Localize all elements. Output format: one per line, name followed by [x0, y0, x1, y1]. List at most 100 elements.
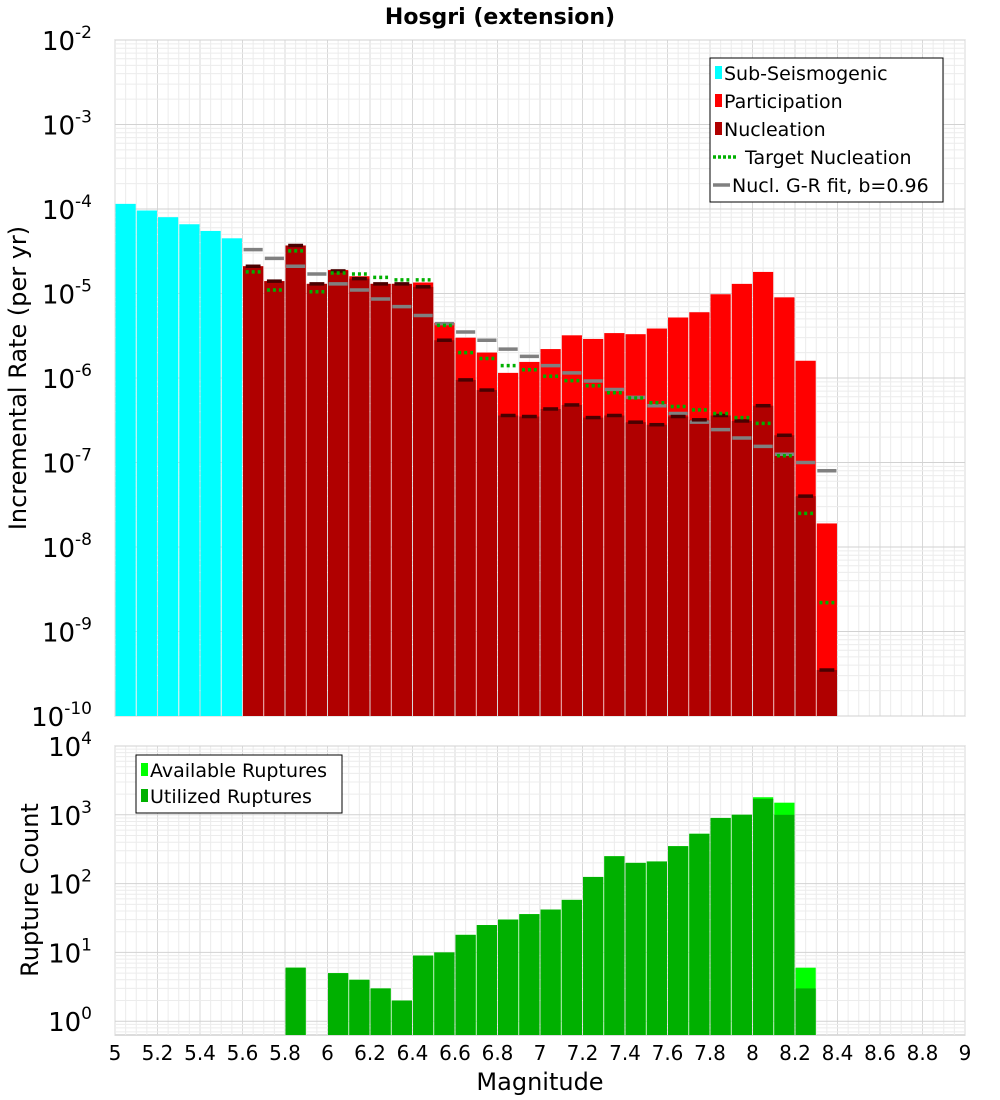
x-tick-label: 5 — [109, 1041, 122, 1065]
x-tick-label: 8.6 — [864, 1041, 896, 1065]
legend-label: Nucl. G-R fit, b=0.96 — [732, 175, 929, 197]
nucleation-bar — [816, 670, 837, 716]
nucleation-bar — [328, 270, 349, 716]
nucleation-bar — [689, 419, 710, 716]
count-grid — [114, 745, 966, 1035]
nucleation-bar — [519, 416, 540, 716]
x-tick-label: 7.6 — [652, 1041, 684, 1065]
utilized-ruptures-bar — [476, 925, 497, 1035]
legend-swatch — [141, 789, 148, 802]
y-tick-label: 10-2 — [42, 23, 92, 57]
utilized-ruptures-bar — [349, 979, 370, 1035]
y-tick-label: 10-8 — [42, 530, 92, 564]
x-tick-label: 6 — [321, 1041, 334, 1065]
chart-title: Hosgri (extension) — [385, 5, 615, 30]
utilized-ruptures-bar — [434, 952, 455, 1035]
y-tick-label: 100 — [48, 1004, 92, 1038]
y-tick-label: 10-9 — [42, 615, 92, 649]
count-bars — [285, 797, 816, 1035]
nucleation-bar — [476, 390, 497, 716]
nucleation-bar — [561, 404, 582, 716]
x-tick-label: 7.4 — [609, 1041, 641, 1065]
legend-label: Sub-Seismogenic — [724, 63, 888, 85]
legend-swatch — [715, 122, 722, 135]
nucleation-bar — [774, 435, 795, 716]
utilized-ruptures-bar — [561, 899, 582, 1035]
rate-lines — [243, 243, 837, 672]
nucleation-bar — [753, 405, 774, 716]
nucleation-bar — [264, 281, 285, 716]
nucleation-bar — [668, 416, 689, 716]
nucleation-bar — [540, 408, 561, 716]
nucleation-bar — [498, 415, 519, 716]
utilized-ruptures-bar — [455, 934, 476, 1035]
nucleation-bar — [285, 245, 306, 717]
nucleation-bar — [583, 417, 604, 716]
utilized-ruptures-bar — [646, 861, 667, 1035]
y-tick-label: 102 — [48, 867, 92, 901]
rate-panel: 10-10 10-9 10-8 10-7 10-6 10-5 10-4 10-3 10-2 In… — [4, 23, 966, 733]
y-tick-label: 10-10 — [31, 699, 92, 733]
x-tick-label: 7.2 — [567, 1041, 599, 1065]
utilized-ruptures-bar — [498, 919, 519, 1035]
sub-seismogenic-bar — [200, 230, 221, 717]
legend-swatch — [715, 94, 722, 107]
count-y-tick-labels: 100 101 102 103 104 — [48, 729, 92, 1038]
legend-box — [709, 57, 944, 203]
magnitude-axis-label: Magnitude — [476, 1068, 603, 1096]
count-panel: 100 101 102 103 104 5 5.2 5.4 5.6 5.8 6 6.2 6.4 6.6 6… — [16, 729, 971, 1096]
legend-box — [135, 754, 343, 814]
legend-swatch — [141, 763, 148, 776]
legend-swatch — [715, 66, 722, 79]
count-y-axis-label: Rupture Count — [16, 803, 44, 977]
utilized-ruptures-bar — [710, 817, 731, 1035]
utilized-ruptures-bar — [583, 876, 604, 1035]
nucleation-bar — [243, 266, 264, 716]
nucleation-bar — [795, 496, 816, 716]
x-tick-label: 9 — [959, 1041, 972, 1065]
y-tick-label: 10-4 — [42, 192, 92, 226]
y-tick-label: 10-7 — [42, 446, 92, 480]
x-tick-label: 7 — [534, 1041, 547, 1065]
nucleation-bar — [646, 424, 667, 716]
y-tick-label: 103 — [48, 798, 92, 832]
legend-label: Target Nucleation — [744, 147, 912, 169]
legend-label: Nucleation — [724, 119, 826, 141]
utilized-ruptures-bar — [795, 988, 816, 1035]
nucleation-bar — [434, 340, 455, 716]
utilized-ruptures-bar — [519, 914, 540, 1035]
x-tick-label: 7.8 — [694, 1041, 726, 1065]
nucleation-bar — [731, 420, 752, 716]
legend-label: Utilized Ruptures — [150, 786, 312, 808]
x-tick-label: 5.6 — [227, 1041, 259, 1065]
nucleation-bar — [370, 283, 391, 716]
sub-seismogenic-bar — [115, 203, 136, 716]
utilized-ruptures-bar — [413, 955, 434, 1035]
y-tick-label: 10-6 — [42, 361, 92, 395]
utilized-ruptures-bar — [774, 814, 795, 1035]
utilized-ruptures-bar — [540, 909, 561, 1035]
count-legend: Available Ruptures Utilized Ruptures — [135, 754, 343, 814]
rate-y-tick-labels: 10-10 10-9 10-8 10-7 10-6 10-5 10-4 10-3 10-2 — [31, 23, 92, 733]
x-tick-label: 8.4 — [822, 1041, 854, 1065]
legend-label: Participation — [724, 91, 843, 113]
x-tick-label: 8 — [746, 1041, 759, 1065]
rate-bars — [115, 203, 837, 717]
x-tick-label: 6.2 — [354, 1041, 386, 1065]
utilized-ruptures-bar — [604, 856, 625, 1035]
utilized-ruptures-bar — [391, 1000, 412, 1035]
sub-seismogenic-bar — [136, 210, 157, 716]
x-tick-label: 6.4 — [397, 1041, 429, 1065]
sub-seismogenic-bar — [179, 224, 200, 716]
x-tick-label: 8.2 — [779, 1041, 811, 1065]
y-tick-label: 10-5 — [42, 277, 92, 311]
utilized-ruptures-bar — [668, 846, 689, 1035]
nucleation-bar — [455, 379, 476, 716]
x-tick-label: 8.8 — [907, 1041, 939, 1065]
nucleation-bar — [625, 422, 646, 716]
sub-seismogenic-bar — [158, 217, 179, 716]
nucleation-bar — [306, 283, 327, 716]
rate-legend: Sub-Seismogenic Participation Nucleation Ta… — [709, 57, 944, 203]
x-tick-label: 6.8 — [482, 1041, 514, 1065]
